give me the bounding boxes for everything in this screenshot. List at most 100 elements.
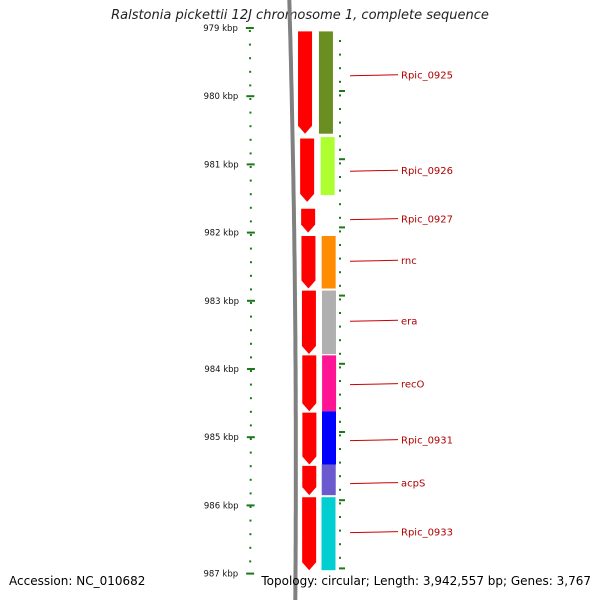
scale-dot (339, 461, 341, 464)
kbp-tick-label: 985 kbp (204, 433, 239, 443)
kbp-tick-label: 982 kbp (204, 229, 239, 239)
scale-dot (339, 393, 341, 396)
scale-dot (249, 519, 252, 522)
scale-dot (249, 546, 252, 549)
scale-dot (249, 125, 252, 128)
scale-dot (339, 176, 341, 178)
gene-block (321, 497, 336, 571)
backbone-arc (287, 0, 298, 600)
cds-arrow (302, 355, 317, 412)
gene-label: Rpic_0925 (401, 71, 453, 82)
scale-dot (248, 30, 251, 32)
scale-dot (339, 189, 341, 192)
kbp-tick (246, 368, 255, 370)
scale-dot (339, 94, 341, 97)
cds-arrow (302, 497, 317, 571)
scale-dot (339, 162, 341, 165)
cds-arrow (301, 236, 316, 289)
scale-dot (339, 420, 341, 423)
inner-tick (339, 567, 345, 570)
kbp-tick (245, 27, 254, 29)
scale-dot (339, 108, 341, 110)
scale-dot (249, 152, 252, 155)
kbp-tick (246, 504, 255, 507)
gene-leader-line (349, 319, 399, 322)
gene-block (321, 290, 336, 354)
scale-dot (339, 121, 341, 124)
scale-dot (339, 352, 341, 355)
kbp-ticks: 979 kbp 980 kbp 981 kbp 982 kbp 983 kbp 984 k… (203, 24, 255, 580)
gene-label: rnc (401, 256, 417, 267)
scale-dot (249, 84, 252, 87)
gene-block (320, 137, 335, 196)
scale-dot (339, 312, 341, 314)
genome-summary-text: Topology: circular; Length: 3,942,557 bp… (261, 574, 591, 588)
backbone-line (287, 0, 298, 600)
scale-dot (339, 339, 341, 342)
inner-tick (339, 431, 345, 433)
scale-dot (249, 179, 252, 182)
scale-dot (339, 148, 341, 151)
scale-dot (249, 57, 252, 60)
gene-leader-line (349, 169, 399, 172)
scale-dot (339, 325, 341, 328)
gene-leader-line (349, 482, 399, 485)
kbp-tick-label: 986 kbp (204, 501, 239, 511)
scale-dot (339, 80, 341, 83)
scale-dot (249, 478, 252, 481)
gene-label: era (401, 316, 417, 327)
scale-dot (339, 502, 341, 505)
gene-block (321, 464, 336, 496)
scale-dot (339, 67, 341, 70)
scale-dot (249, 438, 252, 440)
gene-leader-line (349, 531, 399, 534)
inner-tick (339, 362, 345, 365)
scale-dot (339, 298, 341, 301)
scale-dot (339, 366, 341, 369)
gene-label: Rpic_0931 (401, 436, 453, 447)
scale-dot (249, 98, 252, 100)
cds-arrow (298, 31, 313, 134)
inner-tick (339, 90, 345, 92)
kbp-tick (246, 299, 255, 302)
scale-dot (339, 434, 341, 437)
inner-scale-dots (339, 40, 345, 570)
cds-arrow (301, 290, 316, 354)
scale-dot (249, 234, 252, 236)
scale-dot (249, 560, 252, 563)
inner-tick (339, 499, 345, 502)
scale-dot (339, 475, 341, 478)
gene-label: Rpic_0926 (401, 166, 453, 177)
scale-dot (339, 516, 341, 518)
scale-dot (339, 448, 341, 450)
map-title: Ralstonia pickettii 12J chromosome 1, co… (111, 8, 489, 23)
gene-label: Rpic_0927 (401, 215, 453, 226)
scale-dot (339, 216, 341, 219)
scale-dot (249, 111, 252, 114)
accession-text: Accession: NC_010682 (9, 574, 146, 588)
scale-dot (249, 288, 252, 291)
cds-arrow (301, 208, 316, 233)
scale-dot (339, 488, 341, 491)
scale-dot (249, 342, 252, 345)
scale-dot (249, 492, 252, 495)
scale-dot (248, 43, 251, 46)
scale-dot (339, 135, 341, 138)
scale-dot (249, 70, 252, 73)
scale-dot (339, 407, 341, 410)
scale-dot (339, 556, 341, 559)
kbp-tick-label: 987 kbp (203, 570, 238, 580)
scale-dot (249, 451, 252, 454)
scale-dot (249, 206, 252, 209)
scale-dot (339, 40, 341, 42)
kbp-tick-label: 979 kbp (203, 24, 238, 34)
gene-leader-line (349, 259, 399, 262)
gene-track (318, 31, 337, 571)
cds-arrow (302, 412, 317, 465)
cds-arrow (300, 138, 315, 202)
scale-dot (339, 53, 341, 56)
scale-dot (339, 244, 341, 246)
kbp-tick (246, 231, 255, 234)
kbp-tick-label: 980 kbp (204, 92, 239, 102)
